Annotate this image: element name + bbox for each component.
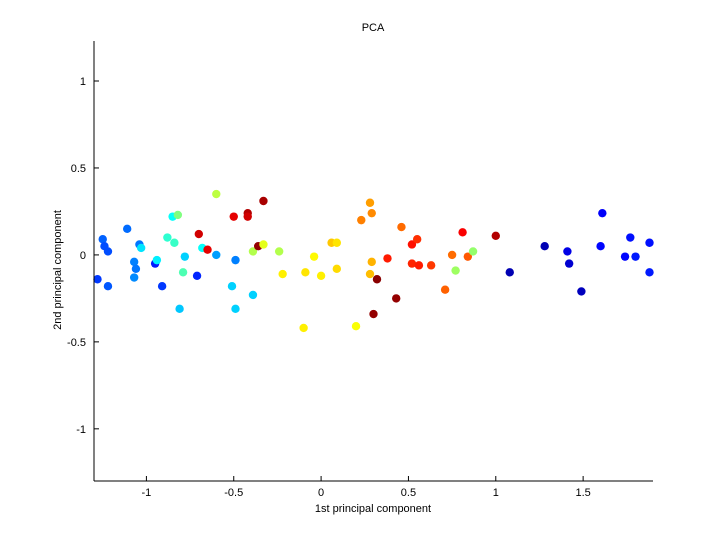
scatter-point [278, 269, 287, 279]
scatter-point [227, 282, 237, 291]
scatter-point [98, 235, 107, 244]
scatter-point [212, 189, 221, 199]
scatter-point [103, 247, 113, 256]
scatter-point [259, 196, 268, 206]
scatter-point [203, 245, 212, 254]
y-tick-label: 0 [80, 250, 86, 262]
scatter-point [351, 322, 361, 331]
scatter-point [491, 231, 500, 240]
scatter-point [309, 252, 319, 261]
scatter-point [163, 233, 172, 242]
scatter-point [129, 257, 139, 267]
y-tick-label: 0.5 [71, 163, 86, 175]
scatter-point [301, 268, 310, 277]
x-tick-label: 0 [318, 487, 324, 499]
scatter-point [540, 242, 549, 251]
scatter-point [412, 235, 422, 244]
y-tick-label: -1 [76, 424, 86, 436]
scatter-point [596, 242, 605, 251]
scatter-point [598, 208, 607, 218]
scatter-point [397, 222, 406, 232]
scatter-point [577, 287, 586, 296]
scatter-point [178, 268, 188, 277]
scatter-point [365, 269, 375, 279]
x-tick-label: 0.5 [401, 487, 416, 499]
scatter-point [332, 264, 342, 274]
scatter-point [248, 247, 258, 256]
scatter-point [136, 243, 146, 253]
scatter-point [229, 212, 238, 221]
scatter-point [157, 282, 167, 291]
scatter-point [231, 304, 240, 314]
scatter-point [563, 247, 572, 256]
y-tick-label: 1 [80, 76, 86, 88]
scatter-point [299, 323, 308, 333]
scatter-point [407, 240, 417, 249]
scatter-point [365, 198, 375, 207]
scatter-point [194, 229, 204, 239]
axes [93, 41, 653, 482]
scatter-point [170, 238, 179, 247]
scatter-point [259, 240, 268, 249]
scatter-point [645, 238, 654, 247]
scatter-point [192, 271, 202, 280]
scatter-point [243, 212, 252, 221]
x-tick-label: -0.5 [224, 487, 243, 499]
scatter-point [357, 215, 366, 225]
scatter-point [93, 275, 102, 284]
scatter-point [440, 285, 450, 294]
scatter-point [175, 304, 184, 314]
scatter-point [173, 210, 183, 220]
x-tick-label: 1.5 [575, 487, 590, 499]
scatter-point [369, 309, 378, 319]
scatter-point [129, 273, 139, 282]
scatter-point [316, 271, 326, 280]
scatter-point [103, 282, 113, 291]
scatter-point [248, 290, 258, 300]
scatter-point [367, 208, 376, 218]
scatter-point [505, 268, 514, 277]
scatter-point [212, 250, 221, 260]
scatter-point [620, 252, 630, 261]
scatter-point [414, 261, 424, 270]
scatter-point [458, 228, 467, 237]
scatter-point [468, 247, 478, 256]
scatter-point [131, 264, 141, 274]
scatter-point [407, 259, 417, 268]
x-axis-label: 1st principal component [315, 503, 431, 515]
scatter-point [451, 266, 460, 275]
x-tick-label: 1 [493, 487, 499, 499]
scatter-point [372, 275, 382, 284]
y-axis-label: 2nd principal component [52, 210, 64, 330]
data-points [93, 189, 654, 333]
y-tick-label: -0.5 [67, 337, 86, 349]
x-tick-label: -1 [142, 487, 152, 499]
scatter-point [645, 268, 654, 277]
scatter-point [626, 233, 635, 242]
scatter-point [231, 255, 240, 265]
scatter-point [122, 224, 132, 234]
scatter-point [383, 254, 392, 263]
scatter-point [180, 252, 190, 261]
scatter-point [392, 294, 401, 303]
scatter-point [564, 259, 574, 268]
scatter-point [332, 238, 342, 247]
scatter-point [367, 257, 376, 267]
scatter-point [447, 250, 457, 260]
scatter-point [631, 252, 640, 261]
scatter-point [426, 261, 436, 270]
scatter-point [274, 247, 284, 256]
scatter-point [152, 255, 162, 265]
chart-title: PCA [362, 22, 385, 34]
scatter-point [463, 252, 473, 261]
tick-labels: -1 -0.5 0 0.5 1 1.5 -1 -0.5 0 0.5 1 [67, 76, 591, 499]
